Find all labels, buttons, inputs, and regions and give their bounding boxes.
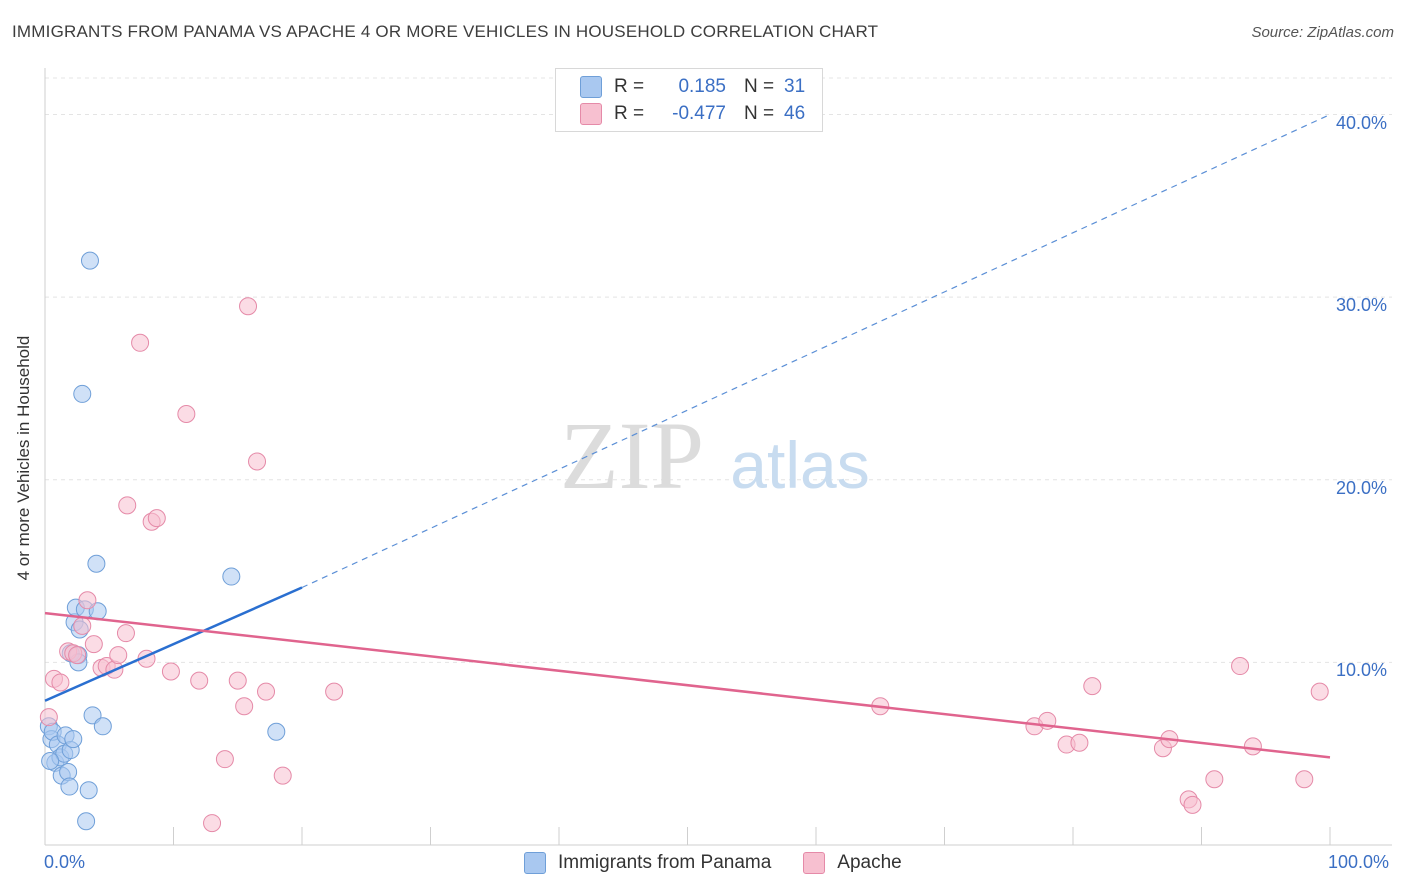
- apache-point: [118, 496, 137, 515]
- apache-point: [147, 509, 166, 528]
- panama-point: [222, 567, 241, 586]
- panama-point: [80, 251, 99, 270]
- panama-point: [93, 717, 112, 736]
- apache-point: [68, 646, 87, 665]
- panama-point: [60, 777, 79, 796]
- panama-point: [77, 812, 96, 831]
- apache-point: [239, 297, 258, 316]
- series-swatch-panama: [524, 852, 546, 874]
- legend-row-apache: R = -0.477 N = 46: [580, 102, 824, 126]
- apache-point: [131, 333, 150, 352]
- source-label: Source: ZipAtlas.com: [1251, 24, 1394, 41]
- x-tick-label: 100.0%: [1328, 852, 1390, 872]
- apache-point: [39, 708, 58, 727]
- apache-point: [203, 814, 222, 833]
- apache-point: [1295, 770, 1314, 789]
- apache-point: [1083, 677, 1102, 696]
- legend-swatch-panama: [580, 76, 602, 98]
- chart-title: IMMIGRANTS FROM PANAMA VS APACHE 4 OR MO…: [12, 22, 879, 41]
- panama-point: [79, 781, 98, 800]
- apache-point: [177, 405, 196, 424]
- apache-point: [109, 646, 128, 665]
- panama-point: [87, 554, 106, 573]
- apache-point: [228, 671, 247, 690]
- series-legend-apache: Apache: [803, 852, 902, 874]
- apache-point: [273, 766, 292, 785]
- apache-point: [84, 635, 103, 654]
- grid-lines: [45, 77, 1392, 663]
- panama-point: [267, 722, 286, 741]
- panama-point: [83, 706, 102, 725]
- legend-n-label: N =: [744, 76, 775, 97]
- watermark-zip: ZIP: [560, 402, 704, 509]
- apache-point: [235, 697, 254, 716]
- panama-trend-extension: [301, 113, 1331, 589]
- legend-n-value: 31: [784, 76, 806, 97]
- apache-trend-line: [44, 611, 1331, 759]
- y-tick-label: 30.0%: [1336, 295, 1388, 316]
- apache-point: [325, 682, 344, 701]
- legend-row-panama: R = 0.185 N = 31: [580, 75, 824, 99]
- apache-point: [248, 452, 267, 471]
- apache-point: [116, 624, 135, 643]
- legend-n-label: N =: [744, 103, 775, 124]
- panama-point: [73, 384, 92, 403]
- panama-point: [41, 751, 60, 770]
- panama-trend-line: [44, 586, 303, 702]
- watermark: ZIP atlas: [560, 402, 870, 509]
- axes: [44, 68, 1392, 846]
- legend-r-value: 0.185: [678, 76, 726, 97]
- correlation-legend: R = 0.185 N = 31 R = -0.477 N = 46: [555, 68, 823, 132]
- legend-r-value: -0.477: [672, 103, 726, 124]
- series-name-apache: Apache: [837, 852, 902, 873]
- apache-point: [1070, 733, 1089, 752]
- y-tick-label: 40.0%: [1336, 112, 1388, 133]
- legend-n-value: 46: [784, 103, 806, 124]
- watermark-atlas: atlas: [730, 428, 869, 502]
- apache-point: [1183, 795, 1202, 814]
- apache-point: [1310, 682, 1329, 701]
- data-points: [39, 251, 1329, 833]
- apache-point: [78, 591, 97, 610]
- y-axis-label: 4 or more Vehicles in Household: [14, 335, 33, 581]
- trend-lines: [44, 113, 1331, 759]
- apache-point: [161, 662, 180, 681]
- y-tick-label: 20.0%: [1336, 477, 1388, 498]
- apache-point: [1205, 770, 1224, 789]
- apache-point: [190, 671, 209, 690]
- apache-point: [215, 750, 234, 769]
- panama-point: [64, 730, 83, 749]
- series-legend: Immigrants from Panama Apache: [524, 852, 934, 874]
- y-tick-label: 10.0%: [1336, 660, 1388, 681]
- legend-r-label: R =: [614, 76, 645, 97]
- x-tick-label: 0.0%: [44, 852, 86, 872]
- legend-swatch-apache: [580, 103, 602, 125]
- apache-point: [73, 616, 92, 635]
- apache-point: [51, 673, 70, 692]
- apache-point: [257, 682, 276, 701]
- legend-r-label: R =: [614, 103, 645, 124]
- apache-point: [1243, 737, 1262, 756]
- series-swatch-apache: [803, 852, 826, 874]
- series-name-panama: Immigrants from Panama: [558, 852, 772, 873]
- series-legend-panama: Immigrants from Panama: [524, 852, 771, 874]
- apache-point: [1231, 657, 1250, 676]
